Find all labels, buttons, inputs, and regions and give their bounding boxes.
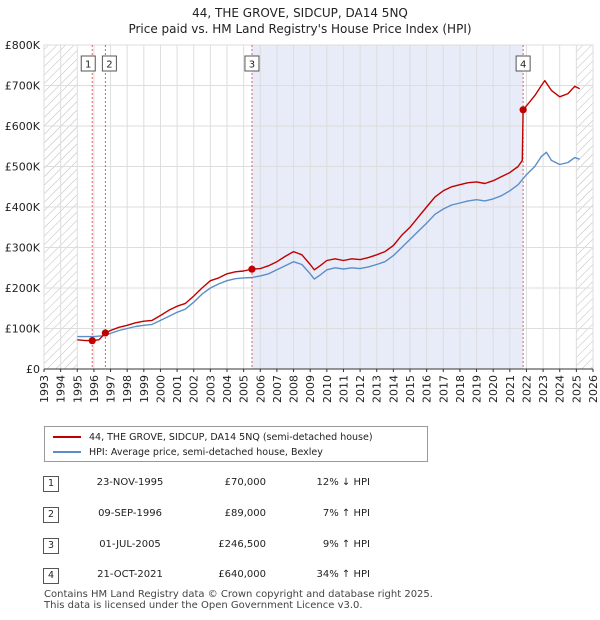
x-tick-label: 2016 [421,375,434,403]
x-tick-label: 2023 [537,375,550,403]
y-tick-label: £400K [5,201,41,214]
transaction-price: £89,000 [224,508,266,519]
sale-point [101,329,109,337]
x-tick-label: 2003 [204,375,217,403]
transaction-row: 2 09-SEP-1996 £89,000 7% ↑ HPI [0,505,600,525]
x-tick-label: 2008 [288,375,301,403]
x-tick-label: 2019 [471,375,484,403]
x-tick-label: 2001 [171,375,184,403]
x-tick-label: 2007 [271,375,284,403]
x-tick-label: 2024 [554,375,567,403]
x-tick-label: 2005 [238,375,251,403]
x-tick-label: 1998 [121,375,134,403]
sale-label-box: 4 [515,55,531,72]
transaction-number: 3 [43,538,59,554]
transaction-date: 21-OCT-2021 [97,569,163,580]
legend: 44, THE GROVE, SIDCUP, DA14 5NQ (semi-de… [44,426,428,462]
footer-line-2: This data is licensed under the Open Gov… [44,600,363,611]
legend-swatch-price [53,436,81,438]
sale-label-text: 3 [249,60,255,71]
x-tick-label: 2025 [570,375,583,403]
sale-label-box-border [101,55,117,72]
transaction-price: £70,000 [224,477,266,488]
x-tick-label: 2015 [404,375,417,403]
hpi-line [77,151,580,338]
x-tick-label: 2022 [520,375,533,403]
y-tick-label: £0 [26,363,40,376]
x-tick-label: 2000 [154,375,167,403]
x-tick-label: 2012 [354,375,367,403]
transaction-number: 4 [43,568,59,584]
y-tick-label: £700K [5,80,41,93]
x-tick-label: 2011 [337,375,350,403]
transaction-hpi-diff: 9% ↑ HPI [322,539,370,550]
sale-label-box-border [515,55,531,72]
legend-swatch-hpi [53,451,81,453]
sale-label-box-border [244,55,260,72]
footer-attribution: Contains HM Land Registry data © Crown c… [44,589,433,611]
sale-point [88,337,96,345]
legend-item-hpi: HPI: Average price, semi-detached house,… [53,445,323,459]
transaction-number: 2 [43,507,59,523]
chart-title: 44, THE GROVE, SIDCUP, DA14 5NQ [192,6,408,20]
sale-label-text: 1 [85,60,91,71]
chart-subtitle: Price paid vs. HM Land Registry's House … [128,22,472,36]
price-paid-line [77,79,581,342]
transaction-row: 3 01-JUL-2005 £246,500 9% ↑ HPI [0,536,600,556]
x-tick-label: 2013 [371,375,384,403]
x-tick-label: 2009 [304,375,317,403]
x-tick-label: 2014 [387,375,400,403]
x-tick-label: 2017 [437,375,450,403]
transaction-price: £640,000 [218,569,266,580]
sale-label-box: 1 [80,55,96,72]
y-tick-label: £800K [5,39,41,52]
transaction-hpi-diff: 7% ↑ HPI [322,508,370,519]
x-tick-label: 1996 [88,375,101,403]
x-tick-label: 2002 [188,375,201,403]
sale-label-box: 3 [244,55,260,72]
y-tick-label: £200K [5,282,41,295]
x-tick-label: 1997 [105,375,118,403]
x-tick-label: 1993 [38,375,51,403]
legend-item-price: 44, THE GROVE, SIDCUP, DA14 5NQ (semi-de… [53,430,373,444]
sale-point [519,106,527,114]
footer-line-1: Contains HM Land Registry data © Crown c… [44,589,433,600]
x-tick-label: 2010 [321,375,334,403]
x-tick-label: 2021 [504,375,517,403]
x-tick-label: 1994 [55,375,68,403]
x-tick-label: 2004 [221,375,234,403]
y-tick-label: £300K [5,242,41,255]
x-tick-label: 1999 [138,375,151,403]
sale-label-text: 2 [106,60,112,71]
transaction-date: 01-JUL-2005 [99,539,161,550]
transaction-date: 23-NOV-1995 [96,477,164,488]
legend-label-hpi: HPI: Average price, semi-detached house,… [89,446,323,458]
transaction-price: £246,500 [218,539,266,550]
transaction-number: 1 [43,476,59,492]
sale-label-box: 2 [101,55,117,72]
sale-label-text: 4 [520,60,526,71]
sale-point [248,265,256,273]
y-tick-label: £600K [5,120,41,133]
transaction-date: 09-SEP-1996 [98,508,162,519]
y-tick-label: £500K [5,161,41,174]
price-chart: 1 2 3 4 £0 £100K £200K £300K £400K £500K £600K £700… [5,39,600,403]
legend-label-price: 44, THE GROVE, SIDCUP, DA14 5NQ (semi-de… [89,431,373,443]
transaction-hpi-diff: 12% ↓ HPI [316,477,370,488]
x-tick-label: 2020 [487,375,500,403]
sale-label-box-border [80,55,96,72]
y-tick-label: £100K [5,323,41,336]
x-tick-label: 2006 [254,375,267,403]
transaction-row: 1 23-NOV-1995 £70,000 12% ↓ HPI [0,474,600,494]
x-tick-label: 2026 [587,375,600,403]
transaction-hpi-diff: 34% ↑ HPI [316,569,370,580]
x-tick-label: 1995 [71,375,84,403]
transaction-row: 4 21-OCT-2021 £640,000 34% ↑ HPI [0,566,600,586]
x-tick-label: 2018 [454,375,467,403]
